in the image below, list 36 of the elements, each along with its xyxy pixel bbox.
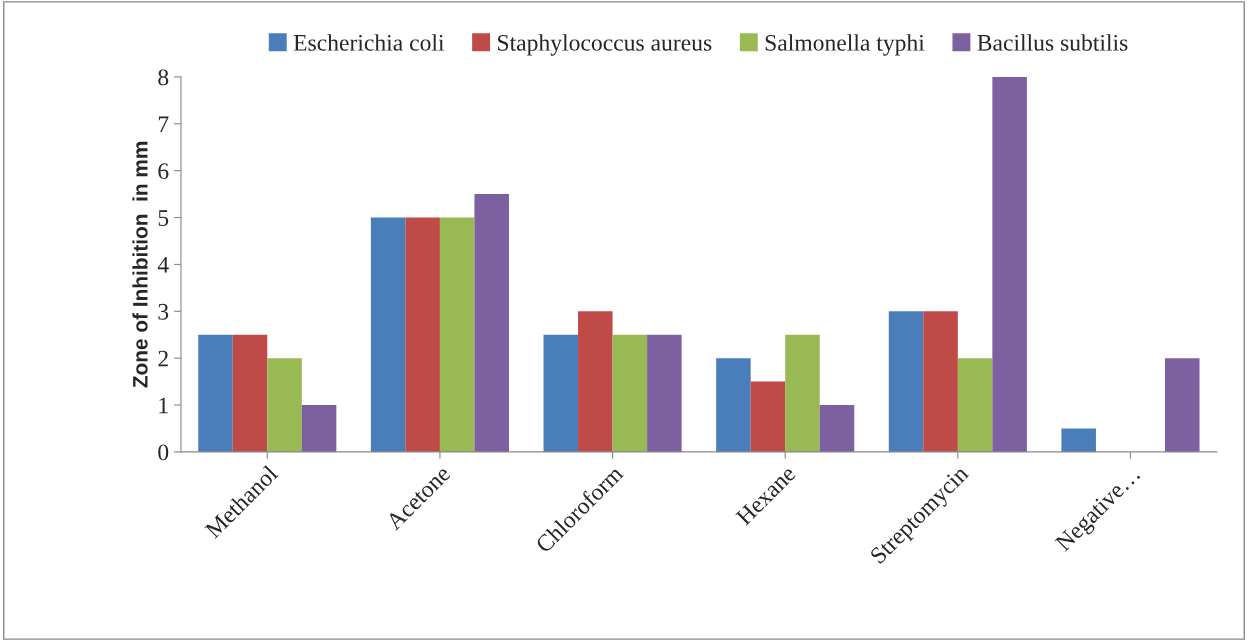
y-tick-label: 8 (158, 69, 169, 86)
y-tick-label: 0 (158, 444, 169, 461)
bar (1165, 358, 1200, 452)
bar (957, 358, 993, 452)
bar (923, 311, 958, 452)
y-tick-label: 2 (158, 350, 168, 367)
y-tick-label: 1 (159, 397, 168, 414)
bar (232, 334, 268, 452)
y-tick-label: 3 (158, 303, 169, 320)
bar (612, 334, 648, 452)
bar (785, 334, 820, 452)
bar (439, 217, 475, 452)
bar (198, 334, 233, 452)
bar (267, 358, 302, 452)
y-tick-label: 6 (158, 163, 169, 180)
bar (819, 405, 855, 452)
bar (750, 381, 786, 452)
bar (1061, 428, 1096, 452)
bar (543, 334, 579, 452)
legend-label: Escherichia coli (293, 34, 445, 51)
y-tick-label: 5 (158, 210, 169, 226)
y-tick-label: 7 (158, 116, 169, 132)
bar (474, 194, 509, 452)
bar (888, 311, 924, 452)
legend-label: Salmonella typhi (765, 34, 925, 56)
bar (370, 217, 406, 452)
legend-label: Bacillus subtilis (977, 34, 1128, 51)
y-axis-title: Zone of Inhibition in mm (132, 141, 148, 388)
bar (578, 311, 613, 452)
bar (647, 334, 682, 452)
legend-label: Staphylococcus aureus (498, 34, 712, 56)
bar (992, 76, 1027, 452)
y-tick-label: 4 (157, 257, 169, 273)
bar (405, 217, 440, 452)
bar (301, 405, 337, 452)
bar (716, 358, 751, 452)
